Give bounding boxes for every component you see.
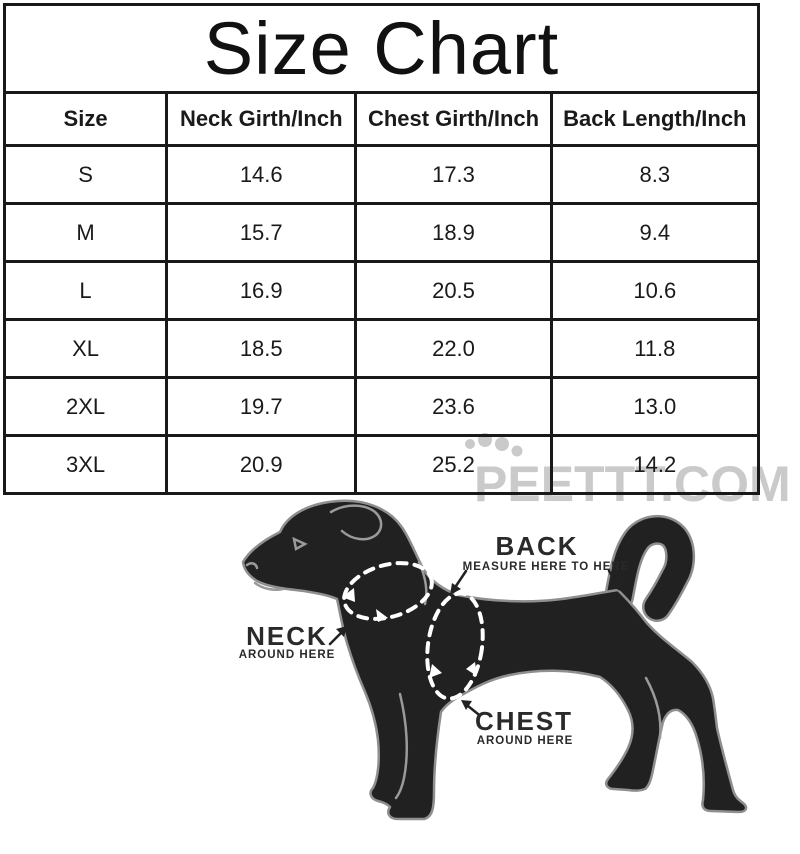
size-cell: S — [2, 144, 169, 205]
back-cell: 13.0 — [549, 376, 761, 437]
page-title: Size Chart — [3, 3, 760, 94]
chest-arrow — [461, 700, 480, 716]
table-row: S 14.6 17.3 8.3 — [2, 144, 761, 205]
table-row: 2XL 19.7 23.6 13.0 — [2, 376, 761, 437]
size-chart-table: Size Chart Size Neck Girth/Inch Chest Gi… — [2, 3, 761, 495]
back-sublabel: MEASURE HERE TO HERE — [463, 561, 630, 573]
neck-label: NECK — [246, 621, 328, 651]
chest-cell: 22.0 — [354, 318, 553, 379]
hind-leg-line — [644, 676, 662, 740]
neck-cell: 20.9 — [165, 434, 358, 495]
size-cell: 3XL — [2, 434, 169, 495]
table-row: M 15.7 18.9 9.4 — [2, 202, 761, 263]
back-arrow-left — [450, 569, 468, 595]
table-row: L 16.9 20.5 10.6 — [2, 260, 761, 321]
back-arrow-right — [607, 569, 623, 592]
neck-cell: 15.7 — [165, 202, 358, 263]
dog-silhouette — [241, 499, 748, 821]
neck-cell: 14.6 — [165, 144, 358, 205]
size-cell: XL — [2, 318, 169, 379]
chest-cell: 23.6 — [354, 376, 553, 437]
neck-cell: 18.5 — [165, 318, 358, 379]
neck-cell: 16.9 — [165, 260, 358, 321]
chest-cell: 17.3 — [354, 144, 553, 205]
back-cell: 8.3 — [549, 144, 761, 205]
neck-measure-ellipse — [342, 561, 434, 622]
chest-measure-ellipse — [425, 591, 485, 701]
title-row: Size Chart — [3, 3, 760, 94]
table-row: 3XL 20.9 25.2 14.2 — [2, 434, 761, 495]
chest-label: CHEST — [475, 706, 573, 736]
col-header-size: Size — [2, 91, 169, 147]
back-label: BACK — [495, 531, 578, 561]
chest-sublabel: AROUND HERE — [477, 735, 574, 747]
mouth-line — [253, 581, 285, 591]
eye-mark — [292, 536, 308, 551]
neck-arrow — [328, 626, 347, 646]
dog-measurement-diagram: BACK MEASURE HERE TO HERE NECK AROUND HE… — [239, 499, 748, 821]
header-row: Size Neck Girth/Inch Chest Girth/Inch Ba… — [2, 91, 761, 147]
col-header-chest-girth: Chest Girth/Inch — [354, 91, 553, 147]
chest-cell: 20.5 — [354, 260, 553, 321]
chest-cell: 25.2 — [354, 434, 553, 495]
nose-detail — [245, 562, 259, 570]
col-header-back-length: Back Length/Inch — [549, 91, 761, 147]
back-cell: 14.2 — [549, 434, 761, 495]
back-cell: 10.6 — [549, 260, 761, 321]
size-cell: M — [2, 202, 169, 263]
ear-outline — [329, 504, 383, 541]
size-cell: 2XL — [2, 376, 169, 437]
front-leg-line — [394, 692, 409, 800]
neck-sublabel: AROUND HERE — [239, 649, 336, 661]
chest-cell: 18.9 — [354, 202, 553, 263]
col-header-neck-girth: Neck Girth/Inch — [165, 91, 358, 147]
neck-cell: 19.7 — [165, 376, 358, 437]
size-cell: L — [2, 260, 169, 321]
back-cell: 9.4 — [549, 202, 761, 263]
table-row: XL 18.5 22.0 11.8 — [2, 318, 761, 379]
back-cell: 11.8 — [549, 318, 761, 379]
